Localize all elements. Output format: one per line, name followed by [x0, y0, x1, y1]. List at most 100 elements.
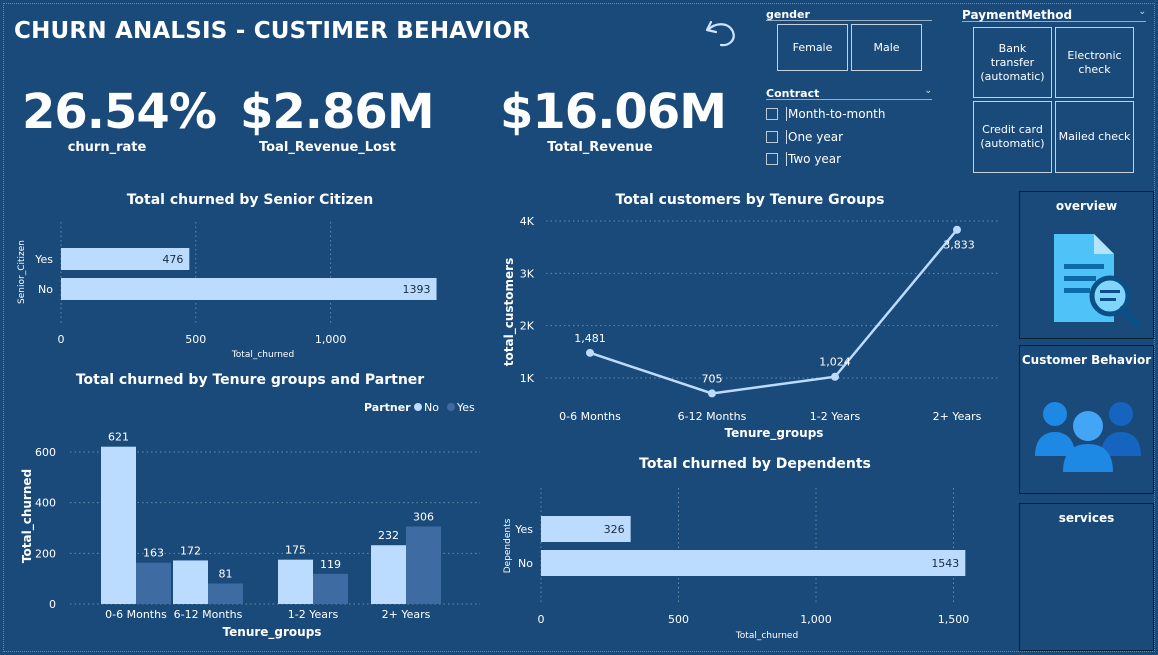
kpi-label: churn_rate [67, 140, 147, 155]
y-tick-label: 400 [35, 497, 56, 510]
legend-marker [414, 403, 422, 411]
series-line [589, 228, 958, 395]
nav-card-customer-behavior[interactable]: Customer Behavior [1019, 345, 1154, 494]
payment-option-mailed-check[interactable]: Mailed check [1055, 101, 1134, 173]
bar [136, 562, 171, 604]
y-tick-label: 4K [520, 215, 535, 228]
bar [313, 573, 348, 604]
payment-option-electronic-check[interactable]: Electronic check [1055, 27, 1134, 98]
y-axis-title: Senior_Citizen [17, 240, 27, 304]
bar [278, 559, 313, 604]
chevron-down-icon[interactable]: ⌄ [1138, 7, 1146, 17]
chart-title-senior: Total churned by Senior Citizen [126, 192, 374, 208]
x-tick-label: 0 [538, 613, 545, 626]
kpi-label: Total_Revenue [547, 140, 653, 155]
x-axis-title: Total_churned [231, 350, 294, 360]
nav-card-overview[interactable]: overview [1019, 191, 1154, 339]
document-search-icon [1054, 234, 1142, 328]
chevron-down-icon[interactable]: ⌄ [924, 86, 932, 96]
bar [101, 446, 136, 604]
data-label: 1393 [403, 283, 431, 296]
payment-option-bank-transfer[interactable]: Bank transfer (automatic) [973, 27, 1052, 98]
bar [371, 545, 406, 604]
checkbox[interactable] [766, 108, 778, 120]
kpi-label: Toal_Revenue_Lost [259, 140, 396, 155]
data-label: 621 [108, 431, 129, 444]
bar [61, 278, 437, 300]
contract-option-month-to-month[interactable]: Month-to-month [766, 107, 886, 121]
y-axis-title: Total_churned [20, 469, 35, 563]
kpi-value: $16.06M [500, 84, 727, 140]
x-tick-label: 1,000 [800, 613, 832, 626]
data-label: 175 [285, 544, 306, 557]
contract-option-two-year[interactable]: Two year [766, 152, 841, 166]
nav-card-label: services [1058, 511, 1115, 525]
x-category-label: 1-2 Years [288, 608, 339, 621]
data-label: 119 [320, 558, 341, 571]
data-label: 1543 [931, 557, 959, 570]
x-category-label: 2+ Years [933, 410, 982, 423]
bar [173, 560, 208, 604]
undo-icon[interactable] [703, 14, 741, 50]
bar [208, 583, 243, 604]
bar [61, 248, 190, 270]
people-group-icon [1035, 402, 1141, 472]
x-axis-title: Tenure_groups [223, 625, 322, 640]
data-label: 163 [143, 547, 164, 560]
tenure-customers-line-chart[interactable]: 1K 2K 3K 4K 1,481 0-6 Months 705 6-12 Months 1,0… [498, 212, 1008, 447]
bar [541, 516, 631, 542]
x-tick-label: 0 [58, 333, 65, 346]
x-tick-label: 1,000 [315, 333, 347, 346]
kpi-churn-rate: 26.54% churn_rate [22, 84, 217, 155]
gender-option-male[interactable]: Male [851, 24, 922, 71]
y-category-label: Yes [34, 253, 53, 266]
data-label: 306 [413, 510, 434, 523]
tenure-partner-column-chart[interactable]: 0 200 400 600 621 163 0-6 Months 172 81 6-12 Mont… [10, 392, 490, 647]
bar [541, 550, 966, 576]
data-label: 172 [180, 544, 201, 557]
chart-title-tenure-customers: Total customers by Tenure Groups [615, 192, 885, 208]
kpi-value: 26.54% [22, 84, 217, 140]
gender-slicer-title: gender [766, 8, 932, 21]
kpi-total-revenue: $16.06M Total_Revenue [500, 84, 727, 155]
contract-slicer-label: Contract [766, 87, 820, 100]
chart-title-dependents: Total churned by Dependents [639, 456, 871, 472]
data-label: 476 [162, 253, 183, 266]
nav-card-services[interactable]: services [1019, 503, 1154, 651]
checkbox[interactable] [766, 153, 778, 165]
payment-option-credit-card[interactable]: Credit card (automatic) [973, 101, 1052, 173]
y-tick-label: 1K [520, 372, 535, 385]
data-label: 705 [702, 372, 723, 385]
y-category-label: Yes [514, 523, 533, 536]
checkbox-label: Month-to-month [786, 107, 886, 121]
checkbox-label: One year [786, 130, 844, 144]
data-label: 326 [604, 523, 625, 536]
data-point [953, 225, 961, 234]
x-category-label: 0-6 Months [559, 410, 621, 423]
x-axis-title: Tenure_groups [725, 426, 824, 441]
checkbox[interactable] [766, 131, 778, 143]
y-category-label: No [518, 557, 533, 570]
payment-slicer-title: PaymentMethod ⌄ [962, 7, 1146, 22]
contract-slicer-title: Contract ⌄ [766, 86, 932, 100]
contract-option-one-year[interactable]: One year [766, 130, 843, 144]
y-tick-label: 200 [35, 547, 56, 560]
x-category-label: 6-12 Months [174, 608, 243, 621]
legend-title: Partner [364, 401, 411, 414]
data-label: 3,833 [943, 239, 975, 252]
y-axis-title: Dependents [503, 518, 513, 573]
data-label: 1,481 [574, 332, 606, 345]
gender-slicer-label: gender [766, 8, 810, 21]
x-tick-label: 500 [185, 333, 206, 346]
y-tick-label: 3K [520, 267, 535, 280]
x-axis-title: Total_churned [735, 631, 798, 641]
nav-card-label: Customer Behavior [1021, 353, 1152, 367]
senior-citizen-bar-chart: 0 500 1,000 476 Yes 1393 No Total_churned Senior… [17, 222, 437, 360]
chart-title-tenure-partner: Total churned by Tenure groups and Partn… [75, 372, 425, 388]
y-tick-label: 600 [35, 446, 56, 459]
legend-label: Yes [456, 401, 475, 414]
data-point [586, 348, 594, 357]
y-category-label: No [38, 283, 53, 296]
gender-option-female[interactable]: Female [777, 24, 848, 71]
x-tick-label: 1,500 [938, 613, 970, 626]
